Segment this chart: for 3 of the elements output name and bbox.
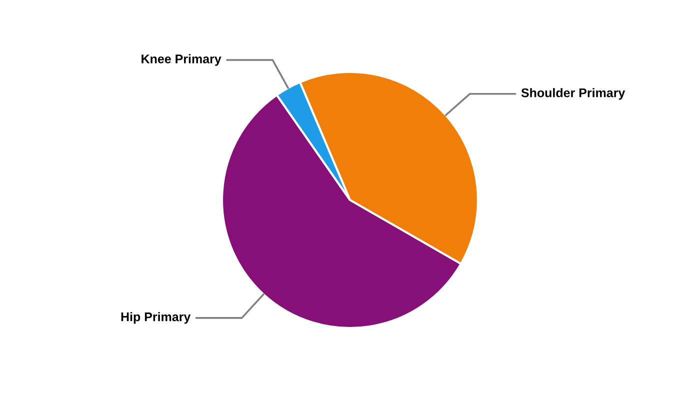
slice-label: Shoulder Primary — [521, 88, 626, 100]
slice-label: Hip Primary — [121, 312, 191, 324]
slice-label: Knee Primary — [142, 54, 222, 66]
